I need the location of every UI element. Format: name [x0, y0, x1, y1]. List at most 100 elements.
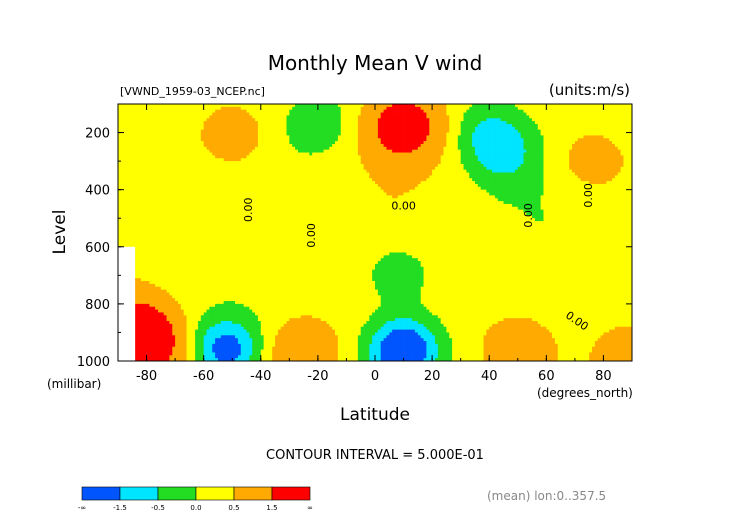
field-cell	[212, 161, 216, 165]
field-cell	[600, 163, 604, 168]
field-cell	[229, 109, 233, 113]
field-cell	[614, 121, 619, 125]
field-cell	[514, 118, 519, 122]
field-cell	[272, 158, 276, 162]
field-cell	[620, 175, 624, 179]
field-cell	[269, 149, 273, 153]
field-cell	[217, 155, 222, 159]
field-cell	[220, 109, 225, 113]
field-cell	[249, 172, 253, 176]
field-cell	[132, 138, 136, 142]
field-cell	[446, 118, 450, 122]
field-cell	[486, 123, 490, 128]
field-cell	[260, 166, 264, 171]
field-cell	[463, 178, 467, 182]
field-cell	[489, 106, 493, 111]
field-cell	[135, 175, 139, 179]
field-cell	[489, 123, 493, 128]
field-cell	[143, 115, 147, 119]
field-cell	[240, 146, 244, 151]
field-cell	[335, 106, 339, 111]
field-cell	[440, 123, 444, 128]
field-cell	[355, 118, 359, 122]
field-cell	[537, 115, 541, 119]
field-cell	[317, 158, 322, 162]
field-cell	[592, 121, 596, 125]
field-cell	[614, 115, 619, 119]
field-cell	[186, 149, 190, 153]
field-cell	[312, 106, 316, 111]
field-cell	[534, 109, 539, 113]
field-cell	[434, 161, 439, 165]
field-cell	[160, 129, 165, 133]
field-cell	[500, 146, 504, 151]
field-cell	[146, 161, 150, 165]
field-cell	[586, 163, 590, 168]
field-cell	[255, 126, 259, 131]
field-cell	[583, 163, 587, 168]
field-cell	[286, 135, 290, 139]
field-cell	[169, 123, 173, 128]
field-cell	[457, 152, 462, 156]
field-cell	[260, 155, 264, 159]
field-cell	[206, 129, 210, 133]
field-cell	[357, 152, 362, 156]
field-cell	[560, 158, 564, 162]
field-cell	[249, 166, 253, 171]
field-cell	[392, 149, 396, 153]
field-cell	[546, 135, 550, 139]
field-cell	[289, 104, 293, 108]
field-cell	[449, 135, 453, 139]
field-cell	[386, 106, 390, 111]
field-cell	[480, 109, 484, 113]
field-cell	[509, 166, 513, 171]
field-cell	[589, 163, 593, 168]
field-cell	[335, 161, 339, 165]
field-cell	[149, 161, 153, 165]
field-cell	[529, 178, 533, 182]
field-cell	[126, 141, 130, 145]
field-cell	[129, 123, 133, 128]
field-cell	[509, 178, 513, 182]
field-cell	[203, 152, 207, 156]
field-cell	[343, 121, 347, 125]
field-cell	[506, 175, 510, 179]
field-cell	[483, 112, 487, 116]
field-cell	[163, 143, 167, 148]
field-cell	[380, 121, 384, 125]
field-cell	[352, 178, 356, 182]
field-cell	[612, 161, 616, 165]
field-cell	[386, 178, 390, 182]
field-cell	[320, 178, 324, 182]
field-cell	[326, 112, 330, 116]
field-cell	[537, 112, 541, 116]
field-cell	[372, 115, 376, 119]
field-cell	[572, 104, 576, 108]
field-cell	[266, 109, 270, 113]
field-cell	[329, 178, 333, 182]
field-cell	[289, 166, 293, 171]
field-cell	[414, 129, 419, 133]
field-cell	[175, 138, 179, 142]
field-cell	[166, 155, 170, 159]
field-cell	[335, 175, 339, 179]
field-cell	[586, 121, 590, 125]
field-cell	[400, 123, 404, 128]
field-cell	[357, 166, 362, 171]
field-cell	[526, 149, 530, 153]
field-cell	[189, 135, 193, 139]
field-cell	[306, 181, 310, 185]
field-cell	[383, 109, 387, 113]
field-cell	[140, 118, 145, 122]
field-cell	[483, 149, 487, 153]
field-cell	[275, 138, 279, 142]
field-cell	[457, 158, 462, 162]
field-cell	[146, 106, 150, 111]
field-cell	[577, 163, 581, 168]
field-cell	[349, 141, 353, 145]
field-cell	[246, 155, 250, 159]
field-cell	[186, 135, 190, 139]
field-cell	[232, 138, 236, 142]
field-cell	[363, 126, 367, 131]
field-cell	[417, 104, 422, 108]
